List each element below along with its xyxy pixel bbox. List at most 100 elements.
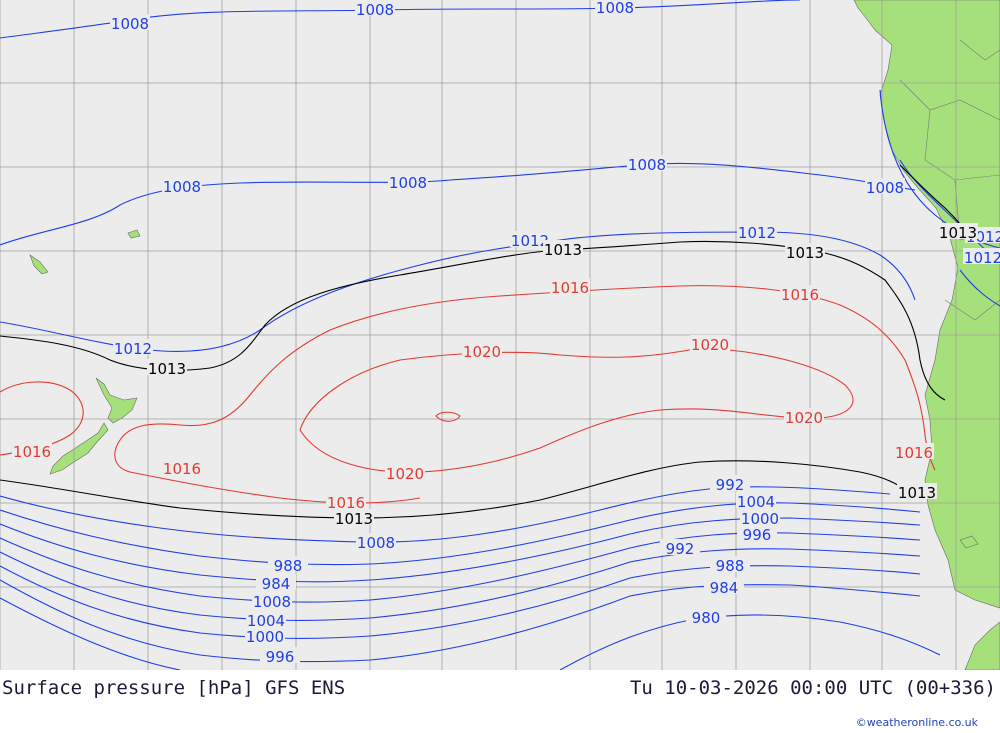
isobar-label: 1016 (551, 279, 589, 297)
isobar-1012-upper (0, 231, 916, 352)
isobar-label-background (162, 177, 202, 193)
isobar-label-background (660, 539, 700, 555)
isobar-label-background (780, 285, 820, 301)
isobar-label: 1004 (247, 612, 285, 630)
isobar-label-background (462, 342, 502, 358)
isobar-988 (0, 565, 921, 639)
isobar-label-background (388, 173, 428, 189)
isobar-label-background (385, 464, 425, 480)
isobar-label-background (356, 533, 396, 549)
south-america (853, 0, 1000, 609)
isobar-label-background (326, 493, 366, 509)
isobar-label-background (245, 627, 285, 643)
isobar-label: 1008 (389, 174, 427, 192)
isobar-label-background (740, 509, 780, 525)
isobar-1004 (0, 502, 921, 566)
isobar-label-background (938, 223, 978, 239)
isobar-label-background (737, 525, 777, 541)
isobar-label-background (595, 0, 635, 14)
isobar-label-background (510, 231, 550, 247)
isobar-label-background (784, 408, 824, 424)
isobar-label-background (737, 223, 777, 239)
isobar-label-background (736, 492, 776, 508)
isobar-label: 996 (743, 526, 772, 544)
isobar-984 (0, 579, 921, 663)
isobar-label: 1013 (898, 484, 936, 502)
isobar-label-background (147, 359, 187, 375)
isobar-label-background (627, 155, 667, 171)
isobar-label: 1000 (741, 510, 779, 528)
isobar-1013-south (0, 460, 906, 519)
falklands (959, 535, 979, 549)
antarctic-peninsula (964, 621, 1000, 670)
isobar-996 (0, 532, 921, 603)
isobar-1008-coast (959, 269, 1000, 307)
isobar-label-background (334, 509, 374, 525)
isobar-label: 1008 (111, 15, 149, 33)
isobar-label-background (897, 483, 937, 499)
isobar-label: 992 (666, 540, 695, 558)
fiji-islands (29, 229, 141, 275)
isobar-label: 1013 (939, 224, 977, 242)
isobar-label-background (785, 243, 825, 259)
isobar-label-background (252, 592, 292, 608)
new-zealand-south-island (49, 422, 109, 475)
isobar-label: 1016 (163, 460, 201, 478)
isobar-label: 1008 (356, 1, 394, 19)
isobar-992 (0, 548, 921, 621)
isobar-label: 1012 (114, 340, 152, 358)
isobar-label: 1000 (246, 628, 284, 646)
new-zealand-north-island (95, 377, 138, 424)
isobar-980 (0, 597, 941, 670)
isobar-label: 984 (710, 579, 739, 597)
isobar-label-background (710, 556, 750, 572)
isobar-1008-upper (0, 162, 916, 246)
isobar-label: 1013 (335, 510, 373, 528)
isobar-label-background (894, 443, 934, 459)
isobar-label-background (162, 459, 202, 475)
isobar-label: 1012 (511, 232, 549, 250)
country-borders (899, 39, 1000, 321)
isobar-label: 1020 (386, 465, 424, 483)
isobar-label: 1013 (544, 241, 582, 259)
isobar-label: 992 (716, 476, 745, 494)
isobar-label: 1008 (253, 593, 291, 611)
isobar-label-background (704, 578, 744, 594)
isobar-label-background (12, 442, 52, 458)
isobar-label-background (355, 0, 395, 16)
land-masses (29, 0, 1000, 670)
isobar-label: 1016 (13, 443, 51, 461)
isobar-label: 1008 (866, 179, 904, 197)
isobar-label-background (268, 556, 308, 572)
isobar-label: 1008 (163, 178, 201, 196)
isobar-label: 1016 (327, 494, 365, 512)
isobar-label: 1016 (895, 444, 933, 462)
isobar-label: 980 (692, 609, 721, 627)
isobar-label-background (256, 574, 296, 590)
isobar-label: 984 (262, 575, 291, 593)
isobar-label: 996 (266, 648, 295, 666)
isobar-label: 1013 (786, 244, 824, 262)
isobar-label-background (110, 14, 150, 30)
valid-time: Tu 10-03-2026 00:00 UTC (00+336) (629, 677, 996, 699)
isobar-1000 (0, 517, 921, 583)
map-title: Surface pressure [hPa] GFS ENS (2, 677, 346, 699)
isobar-labels: 1008 1008 1008 1008 1008 1008 1008 1012 1012 1012… (12, 0, 1000, 666)
isobar-label: 1004 (737, 493, 775, 511)
isobar-label: 1020 (691, 336, 729, 354)
isobar-label-background (260, 647, 300, 663)
isobar-label-background (543, 240, 583, 256)
isobar-label-background (113, 339, 153, 355)
isobar-label: 1020 (463, 343, 501, 361)
isobar-label-background (963, 248, 1000, 264)
isobar-label-background (865, 178, 905, 194)
credit-link[interactable]: ©weatheronline.co.uk (855, 716, 978, 729)
isobar-label: 1016 (781, 286, 819, 304)
isobar-label-background (686, 608, 726, 624)
isobar-label: 1008 (596, 0, 634, 17)
isobar-label: 1020 (785, 409, 823, 427)
isobar-1020-center (435, 411, 461, 422)
isobar-label: 1008 (628, 156, 666, 174)
isobar-label: 988 (274, 557, 303, 575)
isobar-label-background (550, 278, 590, 294)
